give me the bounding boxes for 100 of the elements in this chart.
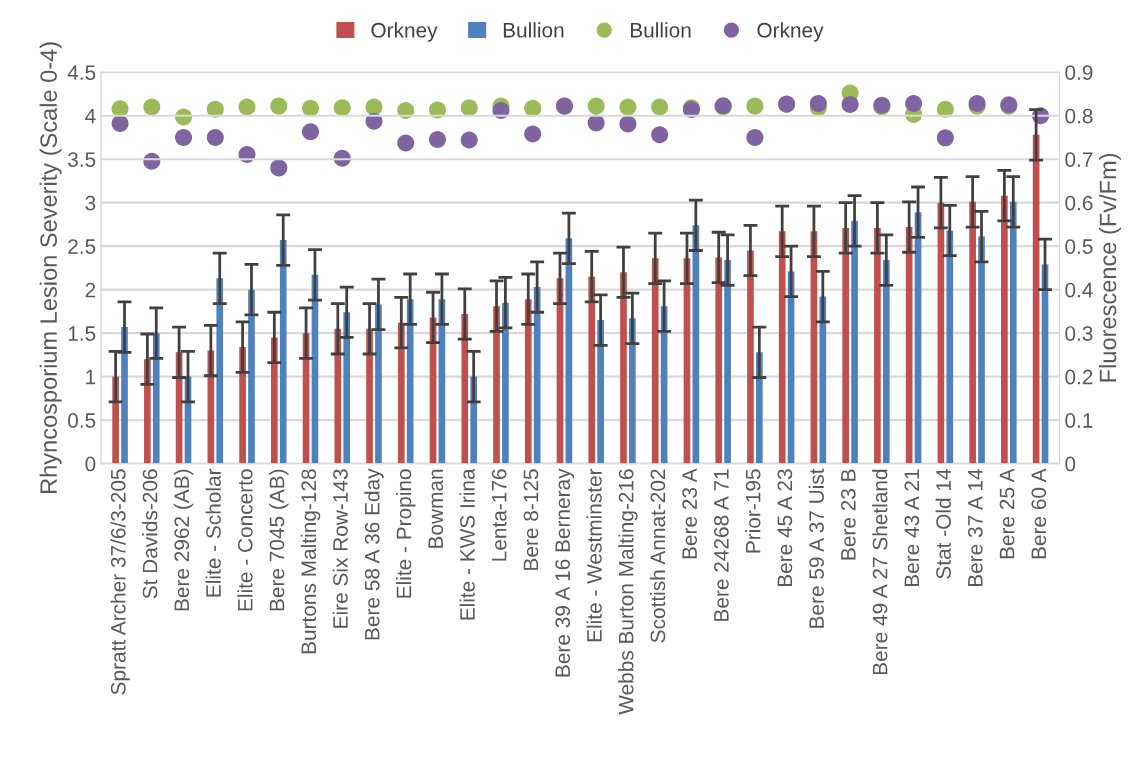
x-tick-label: Scottish Annat-202 [649, 469, 666, 643]
y2-tick-label: 0.3 [1065, 326, 1093, 341]
point [619, 115, 637, 133]
x-tick-label: Spratt Archer 37/6/3-205 [110, 469, 130, 695]
bar [406, 299, 414, 464]
bar [502, 302, 509, 464]
point [936, 129, 954, 147]
y2-tick-label: 0.1 [1065, 413, 1093, 428]
point [175, 128, 193, 146]
x-tick-label: Bere 39 A 16 Berneray [555, 468, 575, 677]
x-tick-label: Elite - Propino [396, 469, 416, 598]
x-tick-label: Webbs Burton Malting-216 [618, 469, 638, 715]
point [619, 98, 637, 116]
bar [1009, 201, 1017, 464]
x-tick-label: Bere 45 A 23 [777, 469, 793, 587]
x-tick-label: Elite - Concerto [237, 469, 253, 611]
y-tick-label: 3 [85, 195, 96, 211]
y2-tick-label: 0.8 [1065, 108, 1093, 124]
y2-axis-title: Fluorescence (Fv/Fm) [1098, 153, 1121, 382]
point [651, 126, 669, 144]
point [746, 128, 764, 146]
y-tick-label: 1 [86, 369, 96, 385]
point [270, 159, 288, 177]
point [524, 125, 542, 143]
y-tick-label: 3.5 [68, 152, 96, 167]
point [397, 134, 415, 152]
x-tick-label: Bere 59 A 37 Uist [808, 468, 824, 628]
bar [651, 258, 659, 464]
x-tick-label: Bere 43 A 21 [904, 469, 920, 587]
bar [715, 257, 723, 464]
x-tick-label: St Davids-206 [142, 469, 158, 599]
x-tick-label: Bere 37 A 14 [967, 469, 983, 587]
bar [588, 276, 596, 464]
legend-label: Bullion [630, 22, 691, 38]
point [524, 99, 542, 117]
x-tick-label: Elite - Scholar [205, 468, 221, 597]
point [809, 95, 827, 113]
bar [397, 322, 405, 464]
bar [747, 250, 754, 464]
point [143, 98, 161, 116]
y-tick-label: 0.5 [68, 413, 96, 428]
point [333, 99, 351, 117]
point [905, 95, 923, 113]
bar [969, 201, 976, 464]
bar [882, 260, 890, 464]
bar [629, 318, 636, 464]
bar [724, 260, 731, 464]
y-tick-label: 2 [85, 282, 96, 298]
x-tick-label: Eire Six Row-143 [332, 469, 348, 628]
point [746, 97, 764, 115]
bar [461, 314, 469, 464]
bar [271, 337, 278, 464]
bar [851, 220, 858, 464]
bar [524, 299, 532, 464]
x-tick-label: Lenta-176 [491, 469, 507, 561]
bar [874, 227, 881, 464]
y2-tick-label: 0 [1065, 456, 1076, 472]
point [206, 128, 224, 146]
x-tick-label: Elite - KWS Irina [459, 468, 475, 620]
y-tick-label: 4 [85, 108, 96, 124]
bar [842, 227, 849, 464]
x-tick-label: Prior-195 [745, 469, 761, 553]
y2-tick-label: 0.2 [1065, 369, 1093, 385]
y-axis-title: Rhyncosporium Lesion Severity (Scale 0-4) [39, 42, 62, 493]
y2-tick-label: 0.5 [1065, 239, 1093, 254]
point [428, 131, 446, 149]
bar [978, 236, 985, 464]
x-tick-label: Bere 23 B [840, 469, 856, 560]
legend-label: Orkney [371, 22, 438, 42]
point [841, 95, 859, 113]
y-tick-label: 4.5 [67, 65, 96, 80]
bar [375, 304, 382, 464]
x-tick-label: Elite - Westminster [586, 468, 602, 642]
point [270, 97, 288, 115]
x-tick-label: Bowman [428, 469, 444, 548]
point [460, 99, 478, 117]
y-tick-label: 1.5 [68, 326, 96, 341]
y-tick-label: 2.5 [68, 239, 96, 254]
point [238, 98, 256, 116]
x-tick-label: Bere 25 A [999, 468, 1015, 559]
y2-tick-label: 0.9 [1065, 65, 1093, 80]
x-tick-label: Bere 2962 (AB) [173, 469, 194, 611]
point [302, 99, 320, 117]
point [587, 97, 605, 115]
point [302, 123, 320, 141]
bar [620, 272, 627, 464]
y2-tick-label: 0.4 [1065, 282, 1093, 298]
x-tick-label: Bere 58 A 36 Eday [364, 468, 384, 640]
bar [778, 231, 786, 464]
y-tick-label: 0 [85, 456, 96, 472]
x-tick-label: Bere 24268 A 71 [713, 469, 729, 621]
bar [216, 278, 224, 464]
point [460, 131, 478, 149]
point [651, 98, 669, 116]
y2-tick-label: 0.7 [1065, 152, 1093, 167]
x-tick-label: Bere 7045 (AB) [269, 469, 289, 611]
x-tick-label: Bere 23 A [682, 468, 697, 559]
bar [1001, 195, 1008, 464]
x-tick-label: Burtons Malting-128 [300, 469, 321, 654]
point [111, 115, 129, 133]
